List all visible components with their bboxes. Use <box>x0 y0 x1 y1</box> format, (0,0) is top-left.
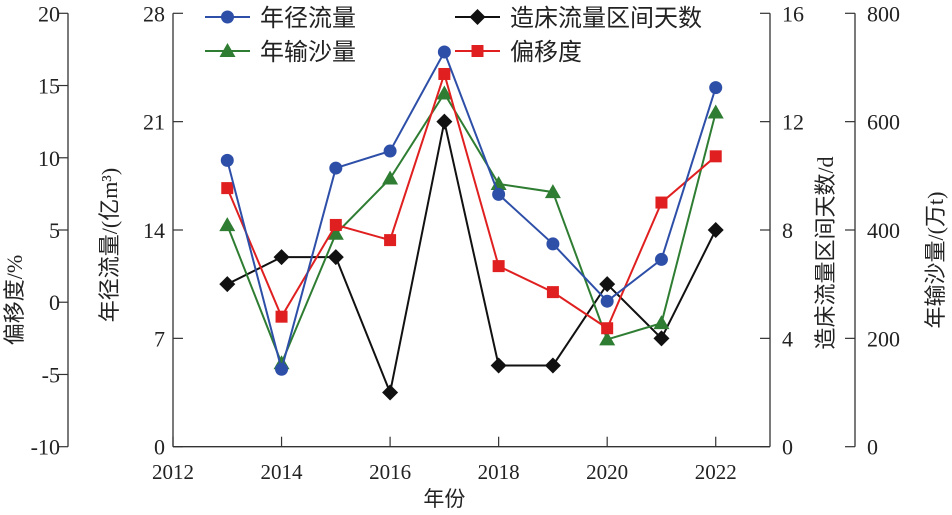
legend-item: 年输沙量 <box>201 37 381 66</box>
square-marker <box>709 150 722 163</box>
x-tick-label: 2012 <box>152 460 194 484</box>
diamond-marker <box>273 249 290 266</box>
series-line-runoff <box>226 49 717 374</box>
square-marker <box>471 45 484 57</box>
circle-marker <box>546 237 560 251</box>
circle-marker <box>221 10 234 24</box>
circle-marker <box>329 161 343 175</box>
shift-tick-label: 0 <box>49 290 60 315</box>
legend-label: 造床流量区间天数 <box>510 5 702 32</box>
diamond-marker <box>327 249 344 266</box>
shift-axis-title: 偏移度/% <box>2 255 27 345</box>
legend-bg <box>451 3 746 31</box>
x-axis-title: 年份 <box>423 487 465 511</box>
series-line-days <box>226 121 717 397</box>
shift-tick-label: 20 <box>38 1 60 26</box>
triangle-marker <box>327 225 344 240</box>
days-tick-label: 8 <box>782 218 793 243</box>
diamond-marker <box>219 276 236 293</box>
square-marker <box>221 182 234 195</box>
triangle-marker <box>219 43 236 57</box>
triangle-marker <box>653 315 670 330</box>
legend-item: 偏移度 <box>451 37 631 66</box>
square-marker <box>384 234 397 247</box>
triangle-marker <box>382 170 399 185</box>
sediment-tick-label: 800 <box>867 1 900 26</box>
circle-marker <box>709 81 723 95</box>
square-marker <box>546 286 559 299</box>
circle-marker <box>654 252 668 266</box>
sediment-tick-label: 0 <box>867 435 878 460</box>
series-days <box>219 113 724 401</box>
shift-tick-label: 10 <box>38 146 60 171</box>
triangle-marker <box>436 85 453 100</box>
circle-marker <box>492 187 506 201</box>
sediment-tick-label: 600 <box>867 110 900 135</box>
x-tick-label: 2016 <box>369 460 411 484</box>
shift-tick-label: -5 <box>42 362 60 387</box>
diamond-marker <box>490 357 507 374</box>
legend-label: 年径流量 <box>260 5 356 32</box>
series-line-shift <box>226 70 717 330</box>
square-marker <box>492 260 505 273</box>
legend-item: 年径流量 <box>201 3 381 32</box>
shift-tick-label: 5 <box>49 218 60 243</box>
series-runoff <box>220 45 723 376</box>
triangle-marker <box>707 104 724 119</box>
triangle-marker <box>599 331 616 346</box>
square-marker <box>601 322 614 335</box>
diamond-marker <box>544 357 561 374</box>
days-tick-label: 0 <box>782 435 793 460</box>
days-tick-label: 12 <box>782 110 804 135</box>
circle-marker <box>437 45 451 59</box>
sediment-axis-title: 年输沙量/(万t) <box>923 192 948 329</box>
runoff-tick-label: 28 <box>143 1 165 26</box>
diamond-marker <box>707 222 724 238</box>
square-marker <box>438 67 451 80</box>
triangle-marker <box>219 217 236 232</box>
days-tick-label: 4 <box>782 326 793 351</box>
series-line-sediment <box>226 91 717 366</box>
x-tick-label: 2022 <box>695 460 737 484</box>
x-tick-label: 2018 <box>478 460 520 484</box>
sediment-tick-label: 400 <box>867 218 900 243</box>
square-marker <box>275 310 288 323</box>
diamond-marker <box>436 113 453 130</box>
legend-label: 偏移度 <box>510 39 582 66</box>
runoff-axis-title: 年径流量/(亿m³) <box>97 168 122 322</box>
series-sediment <box>219 85 724 370</box>
diamond-marker <box>653 330 670 347</box>
circle-marker <box>600 294 614 308</box>
triangle-marker <box>544 184 561 199</box>
shift-tick-label: 15 <box>38 74 60 99</box>
series-shift <box>221 67 722 335</box>
x-tick-label: 2014 <box>261 460 304 484</box>
circle-marker <box>275 362 289 376</box>
square-marker <box>655 196 668 209</box>
runoff-tick-label: 0 <box>154 435 165 460</box>
diamond-marker <box>469 9 486 25</box>
circle-marker <box>383 144 397 158</box>
square-marker <box>329 218 342 231</box>
runoff-tick-label: 21 <box>143 110 165 135</box>
days-tick-label: 16 <box>782 1 804 26</box>
x-tick-label: 2020 <box>586 460 628 484</box>
days-axis-title: 造床流量区间天数/d <box>813 156 838 349</box>
legend-item: 造床流量区间天数 <box>451 3 746 32</box>
runoff-tick-label: 7 <box>154 326 165 351</box>
diamond-marker <box>599 276 616 293</box>
diamond-marker <box>382 384 399 401</box>
shift-tick-label: -10 <box>31 435 60 460</box>
legend-label: 年输沙量 <box>260 39 356 66</box>
circle-marker <box>220 153 234 167</box>
runoff-tick-label: 14 <box>143 218 165 243</box>
sediment-tick-label: 200 <box>867 326 900 351</box>
